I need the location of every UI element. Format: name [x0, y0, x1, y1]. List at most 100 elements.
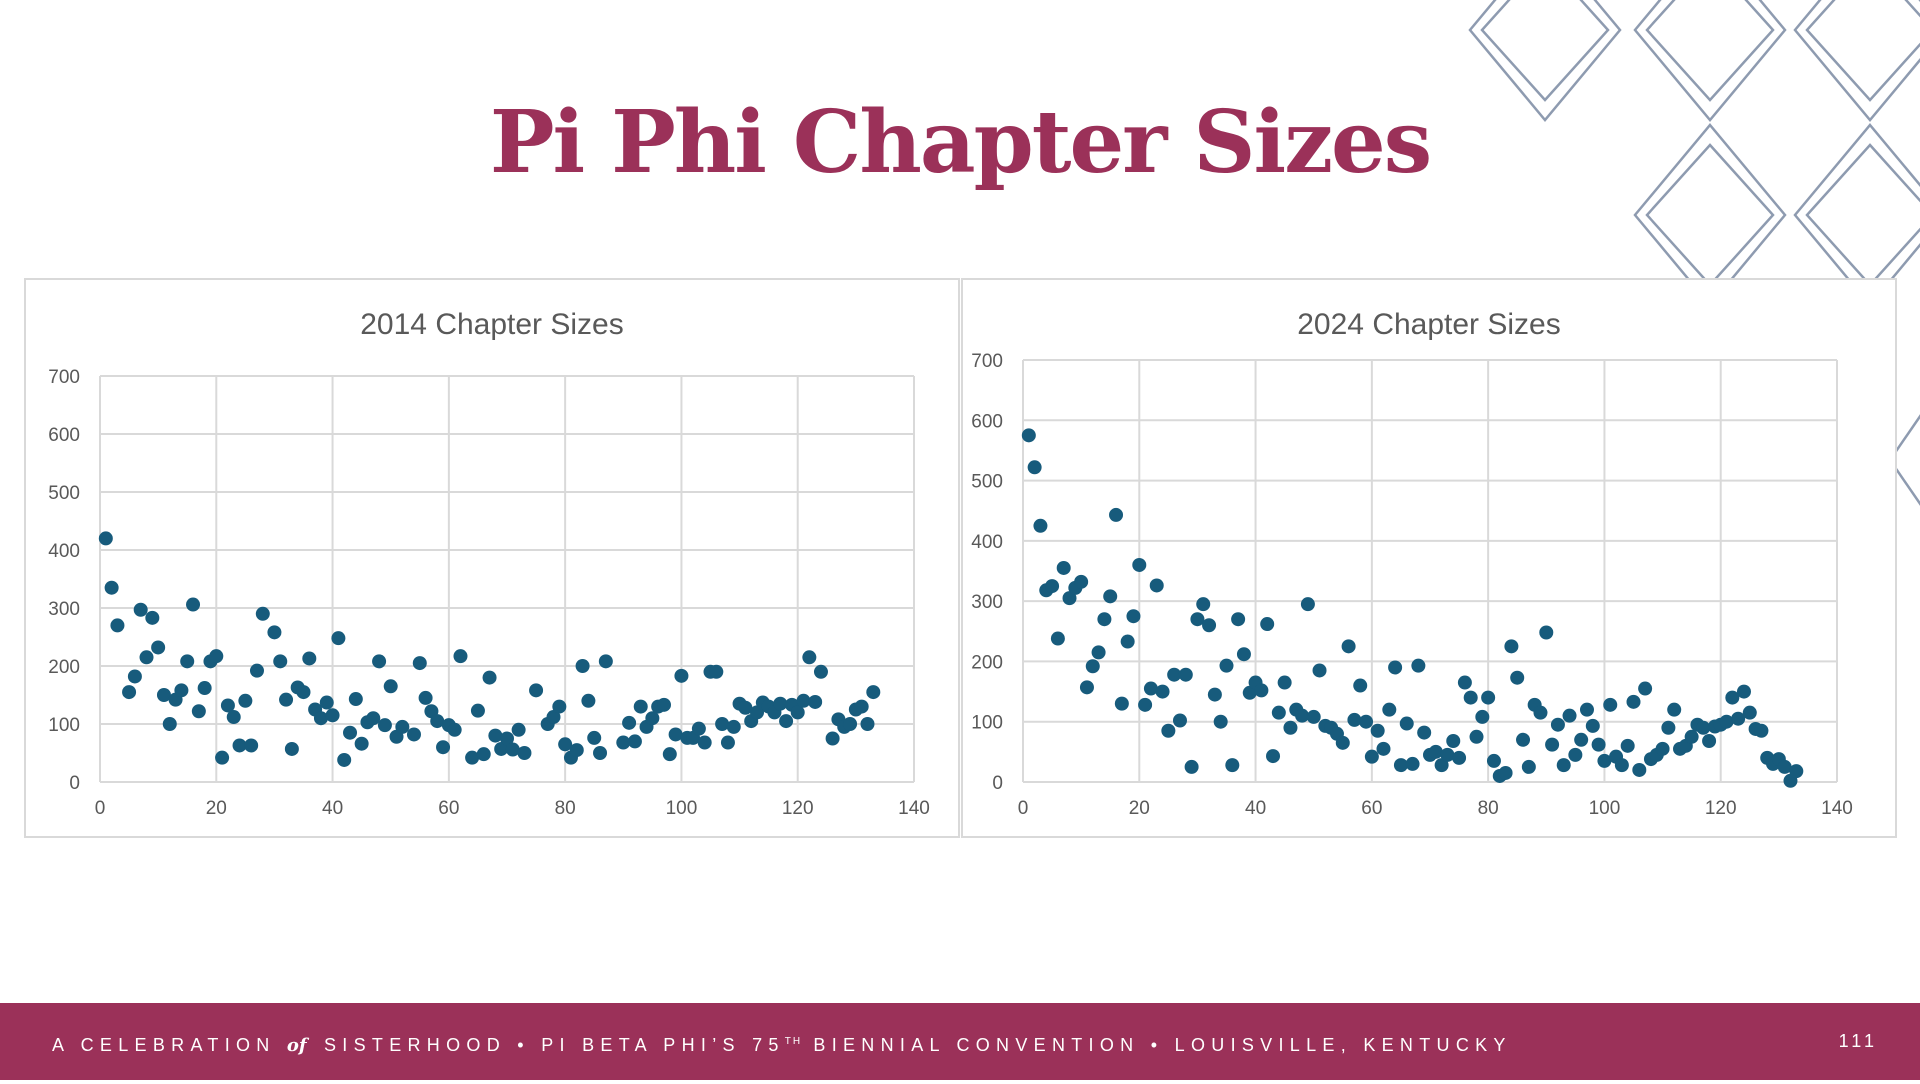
data-point	[825, 731, 840, 746]
y-tick-label: 300	[48, 599, 80, 620]
data-point	[622, 715, 637, 730]
chart-2014-panel: 2014 Chapter Sizes 0 20 40 60 80 100 120 140 0 100…	[24, 278, 960, 838]
data-point	[1742, 705, 1757, 720]
data-point	[133, 602, 148, 617]
data-point	[1754, 723, 1769, 738]
data-point	[197, 681, 212, 696]
data-point	[319, 695, 334, 710]
data-point	[395, 719, 410, 734]
y-tick-label: 400	[48, 541, 80, 562]
data-point	[1632, 762, 1647, 777]
data-point	[1231, 612, 1246, 627]
data-point	[808, 694, 823, 709]
data-point	[1696, 720, 1711, 735]
data-point	[1719, 714, 1734, 729]
data-point	[1109, 507, 1124, 522]
data-point	[1736, 684, 1751, 699]
data-point	[1364, 749, 1379, 764]
data-point	[337, 752, 352, 767]
data-point	[552, 699, 567, 714]
data-point	[1202, 618, 1217, 633]
data-point	[505, 742, 520, 757]
data-point	[773, 696, 788, 711]
chart-2014: 2014 Chapter Sizes 0 20 40 60 80 100 120 140 0 100…	[48, 308, 930, 819]
data-point	[1103, 589, 1118, 604]
data-point	[1213, 714, 1228, 729]
data-point	[511, 722, 526, 737]
data-point	[1731, 711, 1746, 726]
data-point	[162, 717, 177, 731]
data-point	[790, 705, 805, 720]
y-tick-label: 200	[48, 657, 80, 678]
data-point	[1138, 697, 1153, 712]
slide-title: Pi Phi Chapter Sizes	[489, 92, 1432, 193]
data-point	[1172, 713, 1187, 728]
data-point	[1132, 557, 1147, 572]
data-point	[1655, 741, 1670, 756]
chart-2024: 2024 Chapter Sizes 0 20 40 60 80 100 120 140 0 100…	[971, 308, 1853, 819]
data-point	[715, 717, 730, 731]
data-point	[366, 711, 381, 726]
data-point	[1207, 687, 1222, 702]
data-point	[104, 580, 119, 595]
data-point	[244, 738, 259, 753]
data-point	[1417, 725, 1432, 740]
data-point	[139, 650, 154, 665]
chart-2024-panel: 2024 Chapter Sizes 0 20 40 60 80 100 120 140 0 100…	[961, 278, 1897, 838]
data-point	[145, 610, 160, 625]
x-tick-label: 0	[1018, 798, 1029, 819]
y-tick-label: 700	[971, 351, 1003, 372]
data-point	[674, 668, 689, 683]
data-point	[209, 649, 224, 664]
data-point	[1440, 747, 1455, 762]
data-point	[325, 708, 340, 723]
data-point	[558, 737, 573, 752]
x-tick-label: 140	[898, 798, 930, 819]
data-point	[1504, 639, 1519, 654]
data-point	[569, 743, 584, 758]
footer-text-of: of	[286, 1035, 307, 1056]
data-point	[238, 693, 253, 708]
data-point	[453, 649, 468, 664]
y-tick-label: 0	[69, 773, 80, 794]
data-point	[372, 654, 387, 669]
data-point	[1155, 684, 1170, 699]
data-point	[482, 670, 497, 685]
data-point	[1335, 735, 1350, 750]
data-point	[1521, 759, 1536, 774]
data-point	[220, 698, 235, 713]
data-point	[1254, 683, 1269, 698]
footer-text-part3: BIENNIAL CONVENTION • LOUISVILLE, KENTUC…	[813, 1035, 1512, 1055]
data-point	[1097, 612, 1112, 627]
data-point	[232, 738, 247, 753]
data-point	[645, 711, 660, 726]
data-point	[488, 728, 503, 743]
data-point	[1382, 702, 1397, 717]
data-point	[296, 685, 311, 700]
data-point	[1702, 734, 1717, 749]
chart-title: 2024 Chapter Sizes	[1297, 308, 1561, 341]
y-tick-label: 500	[48, 483, 80, 504]
data-point	[1603, 697, 1618, 712]
data-point	[127, 669, 142, 684]
data-point	[1300, 597, 1315, 612]
data-point	[255, 606, 270, 621]
data-point	[1411, 658, 1426, 673]
data-point	[796, 693, 811, 708]
data-point	[1533, 705, 1548, 720]
y-tick-label: 300	[971, 592, 1003, 613]
data-point	[1027, 460, 1042, 475]
data-point	[1574, 732, 1589, 747]
data-point	[1457, 675, 1472, 690]
data-point	[1178, 667, 1193, 682]
data-point	[1271, 705, 1286, 720]
data-point	[1434, 758, 1449, 773]
data-point	[517, 746, 532, 760]
data-point	[156, 688, 171, 702]
data-point	[1056, 560, 1071, 575]
y-tick-label: 600	[971, 411, 1003, 432]
data-point	[1376, 741, 1391, 756]
data-point	[1091, 645, 1106, 660]
data-point	[406, 727, 421, 742]
data-point	[1556, 758, 1571, 773]
